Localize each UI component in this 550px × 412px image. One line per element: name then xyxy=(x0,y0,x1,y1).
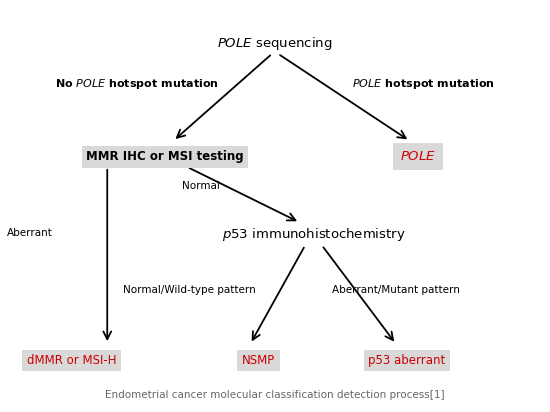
Text: $\it{POLE}$ sequencing: $\it{POLE}$ sequencing xyxy=(217,35,333,52)
Text: Normal/Wild-type pattern: Normal/Wild-type pattern xyxy=(123,286,256,295)
Text: Normal: Normal xyxy=(182,181,219,191)
Text: $\it{POLE}$: $\it{POLE}$ xyxy=(400,150,436,163)
Text: No $\it{POLE}$ hotspot mutation: No $\it{POLE}$ hotspot mutation xyxy=(55,77,219,91)
Text: MMR IHC or MSI testing: MMR IHC or MSI testing xyxy=(86,150,244,163)
Text: dMMR or MSI-H: dMMR or MSI-H xyxy=(27,354,116,367)
Text: NSMP: NSMP xyxy=(242,354,275,367)
Text: Endometrial cancer molecular classification detection process[1]: Endometrial cancer molecular classificat… xyxy=(105,391,445,400)
Text: $\it{p53}$ immunohistochemistry: $\it{p53}$ immunohistochemistry xyxy=(222,226,405,243)
Text: $\it{POLE}$ hotspot mutation: $\it{POLE}$ hotspot mutation xyxy=(352,77,495,91)
Text: Aberrant/Mutant pattern: Aberrant/Mutant pattern xyxy=(332,286,460,295)
Text: p53 aberrant: p53 aberrant xyxy=(368,354,446,367)
Text: Aberrant: Aberrant xyxy=(7,228,53,238)
